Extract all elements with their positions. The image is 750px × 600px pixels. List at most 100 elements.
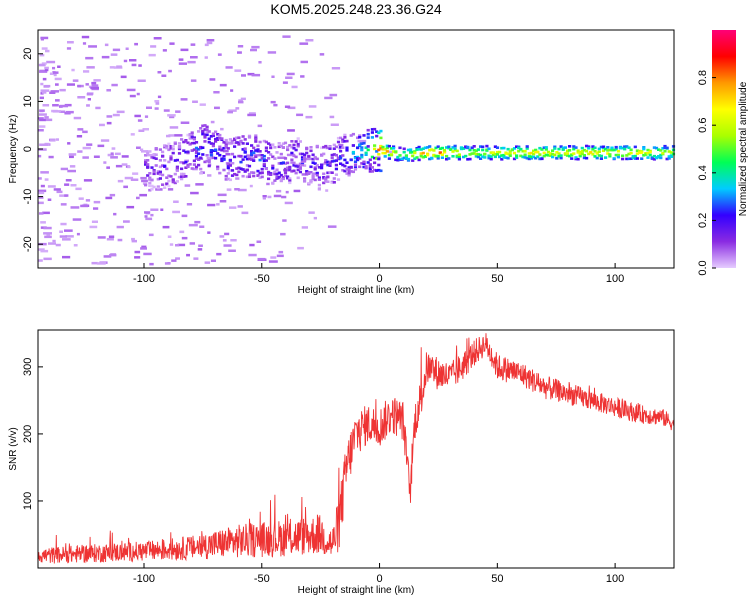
spectrogram-cell bbox=[132, 172, 139, 175]
spectrogram-cell bbox=[345, 149, 349, 152]
spectrogram-cell bbox=[557, 155, 561, 158]
spectrogram-cell bbox=[60, 167, 68, 171]
spectrogram-cell bbox=[257, 124, 263, 128]
spectrogram-cell bbox=[245, 168, 249, 172]
spectrogram-cell bbox=[206, 156, 213, 160]
spectrogram-cell bbox=[175, 158, 179, 162]
spectrogram-cell bbox=[625, 157, 629, 161]
spectrogram-cell bbox=[165, 146, 169, 150]
spectrogram-cell bbox=[144, 161, 148, 164]
spectrogram-cell bbox=[156, 185, 160, 188]
spectrogram-cell bbox=[379, 129, 383, 133]
spectrogram-cell bbox=[201, 153, 205, 156]
spectrogram-cell bbox=[570, 154, 574, 157]
spectrogram-cell bbox=[305, 146, 309, 150]
spectrogram-cell bbox=[283, 157, 288, 160]
spectrogram-cell bbox=[187, 60, 196, 64]
spectrogram-cell bbox=[542, 154, 546, 158]
spectrogram-cell bbox=[158, 159, 162, 162]
spectrogram-cell bbox=[262, 195, 267, 198]
spectrogram-cell bbox=[612, 157, 616, 160]
spectrogram-cell bbox=[495, 153, 500, 156]
spectrogram-cell bbox=[529, 151, 533, 155]
spectrogram-cell bbox=[154, 157, 158, 160]
spectrogram-cell bbox=[553, 145, 557, 149]
spectrogram-cell bbox=[224, 138, 228, 142]
spectrogram-cell bbox=[230, 174, 235, 177]
spectrogram-cell bbox=[563, 152, 567, 155]
spectrogram-cell bbox=[428, 148, 432, 152]
spectrogram-cell bbox=[111, 147, 116, 150]
spectrogram-cell bbox=[211, 142, 215, 146]
spectrogram-cell bbox=[373, 168, 377, 172]
spectrogram-cell bbox=[161, 164, 165, 167]
spectrogram-cell bbox=[538, 157, 542, 161]
spectrogram-cell bbox=[470, 146, 474, 150]
spectrogram-cell bbox=[40, 249, 49, 253]
spectrogram-cell bbox=[275, 177, 279, 180]
spectrogram-cell bbox=[225, 66, 233, 69]
spectrogram-cell bbox=[376, 156, 381, 159]
spectrogram-cell bbox=[177, 243, 186, 247]
spectrogram-cell bbox=[485, 148, 489, 152]
spectrogram-cell bbox=[332, 159, 336, 163]
spectrogram-cell bbox=[194, 154, 199, 158]
spectrogram-cell bbox=[241, 74, 246, 77]
spectrogram-cell bbox=[283, 167, 288, 171]
spectrogram-cell bbox=[502, 156, 506, 159]
spectrogram-cell bbox=[457, 153, 461, 156]
spectrogram-cell bbox=[252, 146, 256, 150]
spectrogram-cell bbox=[273, 157, 277, 160]
spectrogram-cell bbox=[194, 220, 201, 224]
spectrogram-cell bbox=[117, 179, 124, 183]
spectrogram-cell bbox=[222, 149, 229, 153]
spectrogram-cell bbox=[442, 149, 447, 152]
spectrogram-cell bbox=[216, 136, 220, 140]
spectrogram-cell bbox=[87, 98, 91, 101]
spectrogram-cell bbox=[281, 142, 285, 145]
spectrogram-cell bbox=[387, 144, 391, 148]
spectrogram-cell bbox=[49, 72, 54, 75]
spectrogram-cell bbox=[106, 166, 110, 169]
spectrogram-cell bbox=[148, 181, 152, 185]
spectrogram-cell bbox=[169, 157, 173, 160]
spectrogram-cell bbox=[517, 149, 521, 153]
spectrogram-cell bbox=[39, 125, 46, 128]
spectrogram-cell bbox=[290, 145, 294, 149]
spectrogram-cell bbox=[64, 229, 73, 232]
spectrogram-cell bbox=[325, 189, 329, 192]
spectrogram-cell bbox=[237, 45, 244, 48]
spectrogram-cell bbox=[633, 154, 637, 158]
spectrogram-cell bbox=[329, 93, 338, 97]
spectrogram-cell bbox=[320, 146, 324, 150]
spectrogram-cell bbox=[112, 113, 120, 117]
colorbar-tick-label: 0.4 bbox=[697, 165, 709, 180]
spectrogram-cell bbox=[326, 180, 330, 183]
spectrogram-cell bbox=[205, 133, 209, 137]
spectrogram-cell bbox=[48, 242, 56, 245]
spectrogram-cell bbox=[123, 59, 128, 63]
spectrogram-cell bbox=[455, 149, 459, 153]
spectrogram-cell bbox=[219, 235, 225, 238]
spectrogram-cell bbox=[311, 177, 315, 181]
spectrogram-cell bbox=[608, 153, 612, 156]
spectrogram-cell bbox=[240, 97, 246, 101]
spectrogram-cell bbox=[279, 173, 283, 177]
spectrogram-cell bbox=[663, 144, 667, 148]
spectrogram-cell bbox=[379, 145, 383, 148]
spectrogram-cell bbox=[281, 177, 285, 181]
spectrogram-cell bbox=[167, 142, 171, 146]
spectrogram-cell bbox=[320, 154, 324, 157]
spectrogram-cell bbox=[510, 148, 514, 151]
spectrogram-cell bbox=[267, 142, 271, 145]
spectrogram-cell bbox=[156, 172, 160, 175]
spectrogram-cell bbox=[500, 158, 504, 161]
spectrogram-cell bbox=[627, 157, 631, 161]
spectrogram-cell bbox=[311, 153, 315, 157]
spectrogram-cell bbox=[180, 138, 184, 141]
spectrogram-cell bbox=[250, 158, 254, 161]
spectrogram-cell bbox=[247, 175, 252, 178]
x-tick-label: 0 bbox=[376, 273, 382, 285]
spectrogram-cell bbox=[235, 107, 240, 110]
